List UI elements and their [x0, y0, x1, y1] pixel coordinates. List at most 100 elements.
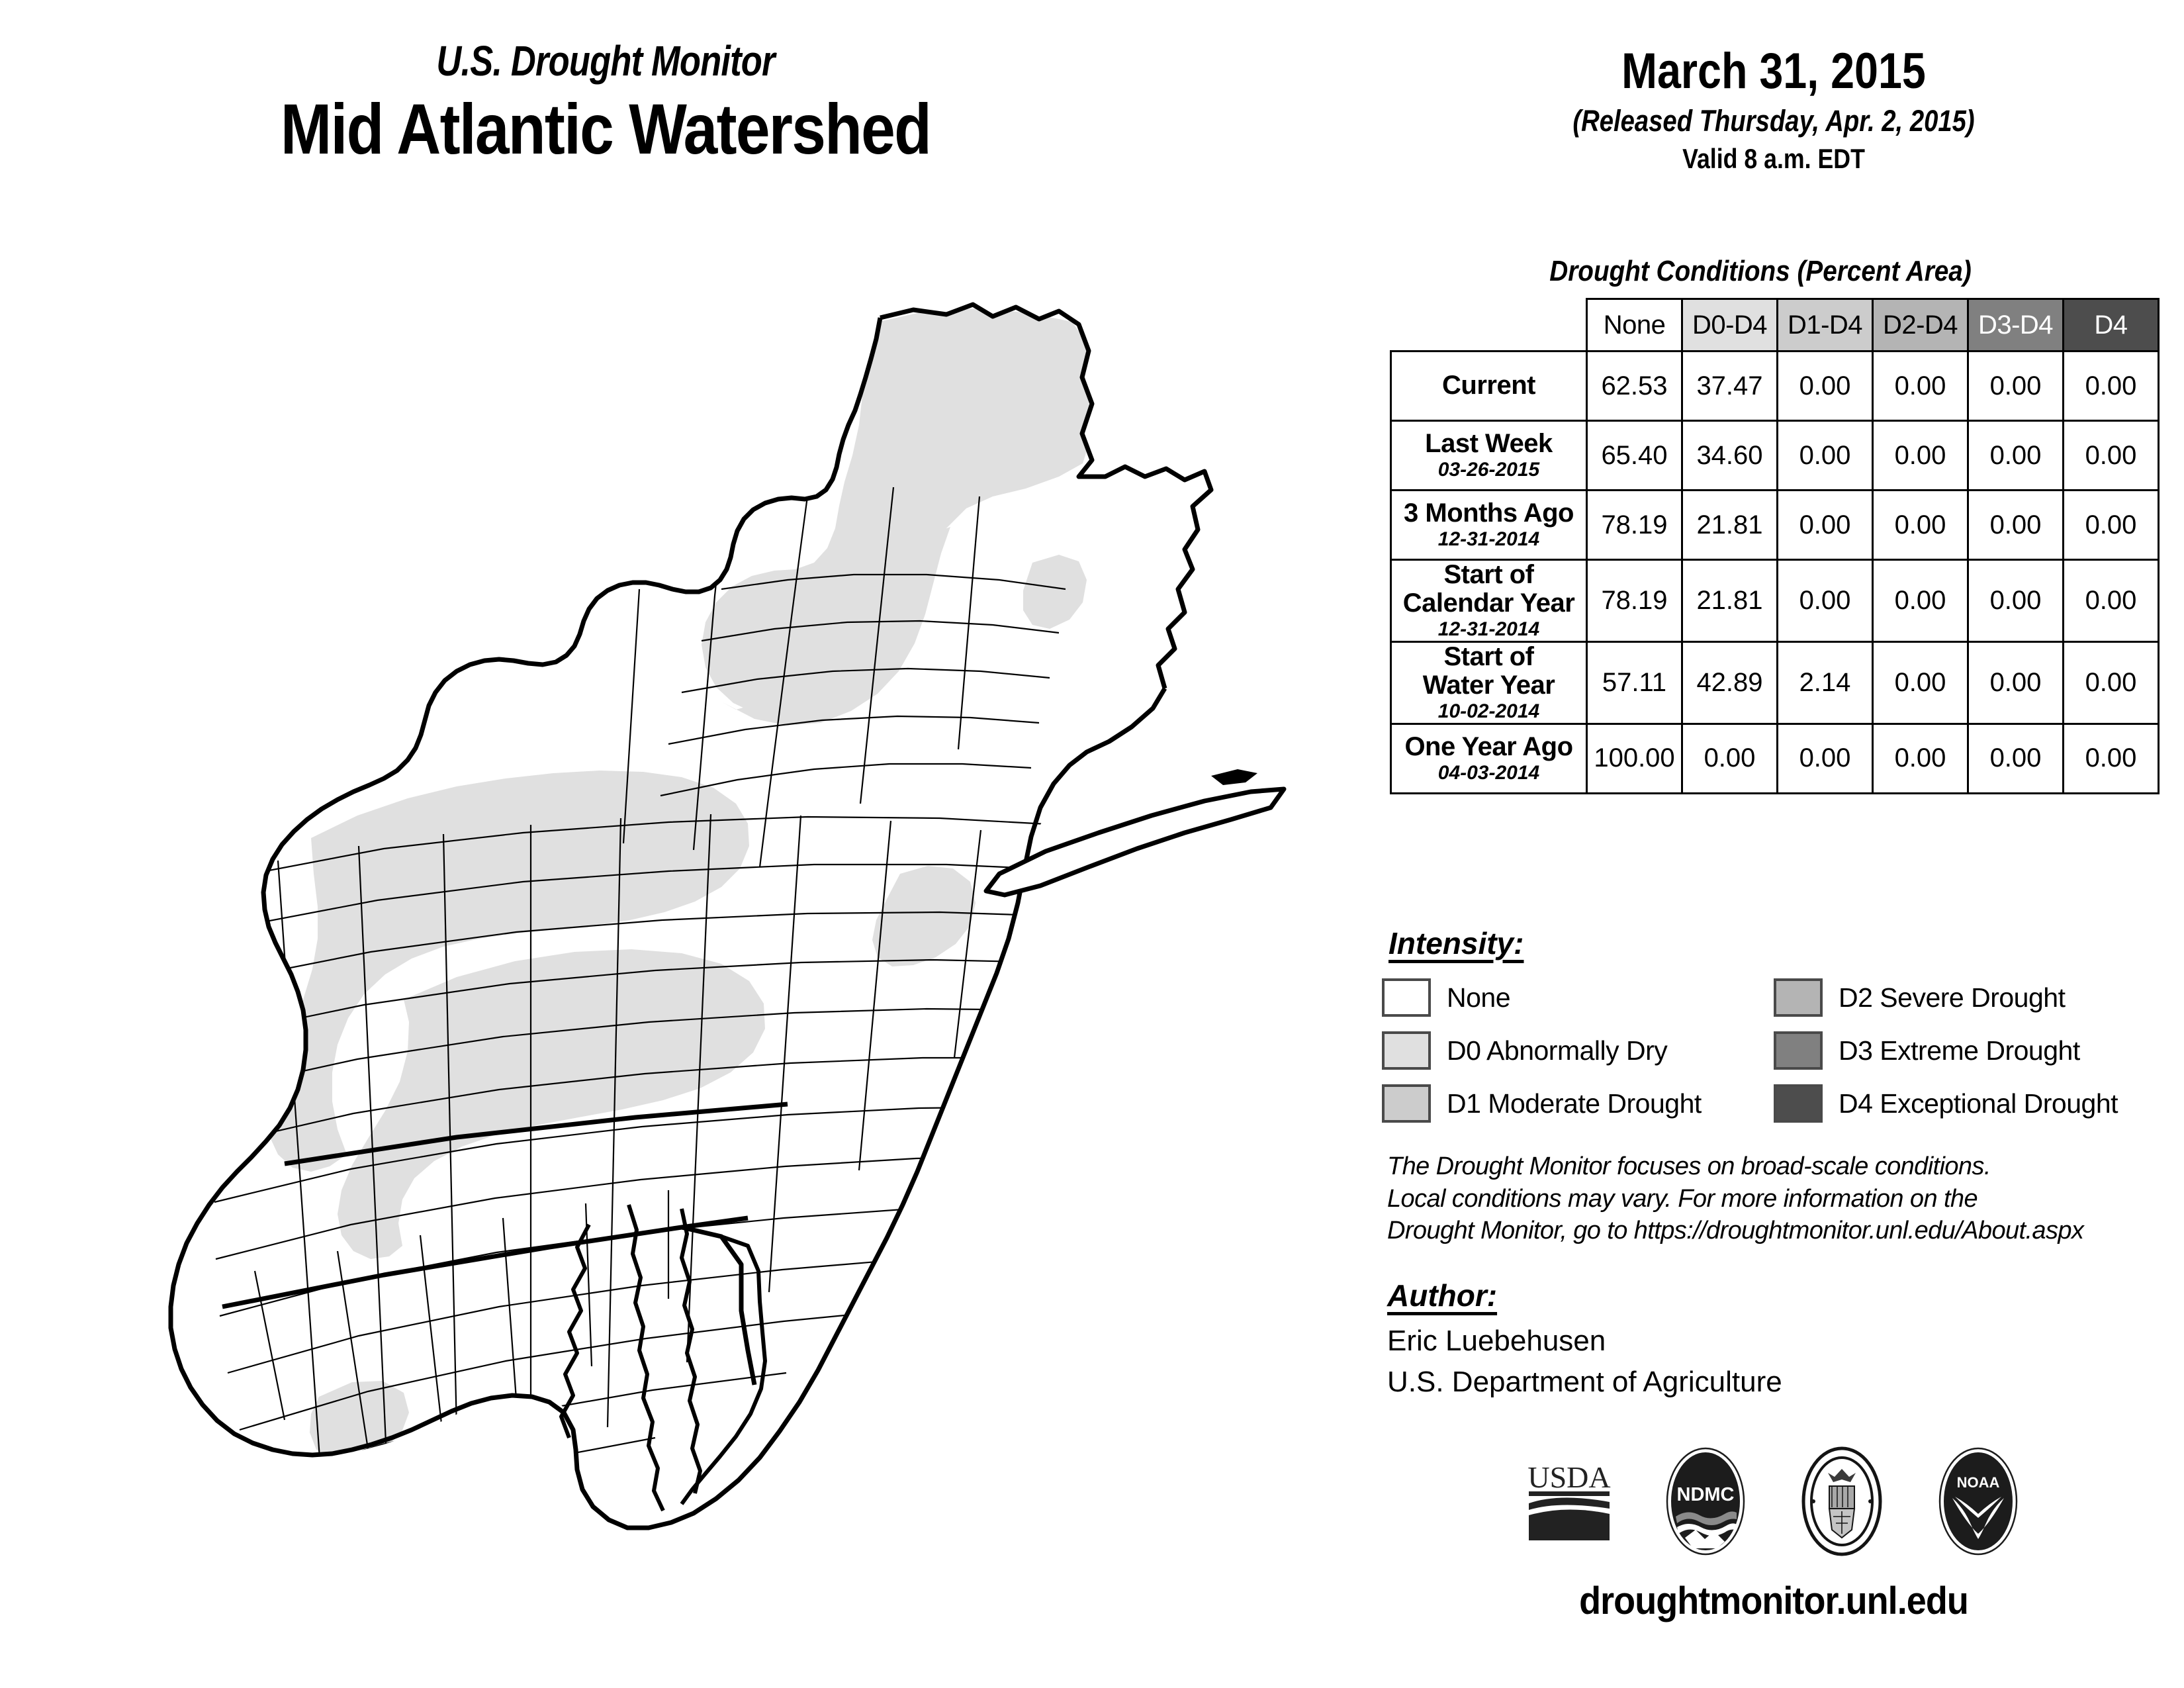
- drought-table-body: Current 62.53 37.47 0.00 0.00 0.00 0.00 Last We…: [1390, 350, 2160, 794]
- author-name: Eric Luebehusen: [1387, 1325, 1606, 1357]
- drought-map-svg: [168, 302, 1287, 1530]
- table-row: Last Week 03-26-2015 65.40 34.60 0.00 0.00 0.0…: [1390, 420, 2160, 491]
- legend-item: D4 Exceptional Drought: [1774, 1078, 2171, 1129]
- legend-column-right: D2 Severe Drought D3 Extreme Drought D4 Ex…: [1774, 972, 2171, 1131]
- legend-item: D0 Abnormally Dry: [1382, 1025, 1779, 1076]
- table-cell-d0-d4: 0.00: [1681, 722, 1778, 794]
- table-cell-d2-d4: 0.00: [1872, 722, 1969, 794]
- table-cell-d1-d4: 0.00: [1776, 420, 1874, 491]
- column-header-d4: D4: [2062, 298, 2160, 352]
- table-cell-d2-d4: 0.00: [1872, 350, 1969, 422]
- table-cell-d3-d4: 0.00: [1967, 489, 2064, 561]
- column-header-none: None: [1586, 298, 1683, 352]
- table-header-row: None D0-D4 D1-D4 D2-D4 D3-D4 D4: [1391, 298, 2160, 352]
- row-label-date: 03-26-2015: [1437, 459, 1540, 481]
- legend-label: D4 Exceptional Drought: [1839, 1088, 2118, 1119]
- table-cell-d0-d4: 34.60: [1681, 420, 1778, 491]
- drought-map: [86, 278, 1291, 1536]
- row-label-date: 04-03-2014: [1437, 761, 1540, 784]
- valid-time-text: Valid 8 a.m. EDT: [1682, 143, 1865, 174]
- table-row: Start of Water Year 10-02-2014 57.11 42.89 2.…: [1390, 640, 2160, 725]
- column-header-d0-d4: D0-D4: [1681, 298, 1778, 352]
- page-subtitle: U.S. Drought Monitor: [436, 37, 775, 85]
- table-cell-d0-d4: 21.81: [1681, 489, 1778, 561]
- doc-seal: [1792, 1445, 1891, 1561]
- table-cell-d0-d4: 42.89: [1681, 640, 1778, 725]
- row-label-cell: Last Week 03-26-2015: [1390, 420, 1588, 491]
- legend-label: D2 Severe Drought: [1839, 982, 2066, 1013]
- table-row: Current 62.53 37.47 0.00 0.00 0.00 0.00: [1390, 350, 2160, 422]
- legend-swatch-d4: [1774, 1084, 1823, 1123]
- table-cell-d2-d4: 0.00: [1872, 640, 1969, 725]
- legend-item: D2 Severe Drought: [1774, 972, 2171, 1023]
- table-cell-d4: 0.00: [2062, 420, 2160, 491]
- legend-label: D3 Extreme Drought: [1839, 1035, 2080, 1066]
- d0-drought-areas: [266, 308, 1093, 1459]
- info-panel: March 31, 2015 (Released Thursday, Apr. …: [1363, 0, 2184, 1688]
- legend-column-left: None D0 Abnormally Dry D1 Moderate Drought: [1382, 972, 1779, 1131]
- table-cell-d1-d4: 2.14: [1776, 640, 1874, 725]
- table-row: 3 Months Ago 12-31-2014 78.19 21.81 0.00 0.00…: [1390, 489, 2160, 561]
- author-org: U.S. Department of Agriculture: [1387, 1366, 1782, 1399]
- drought-conditions-table: None D0-D4 D1-D4 D2-D4 D3-D4 D4 Current 6…: [1390, 298, 2160, 794]
- table-row: Start of Calendar Year 12-31-2014 78.19 21.8…: [1390, 559, 2160, 643]
- row-label-cell: 3 Months Ago 12-31-2014: [1390, 489, 1588, 561]
- legend-label: D1 Moderate Drought: [1447, 1088, 1702, 1119]
- disclaimer-line-1: The Drought Monitor focuses on broad-sca…: [1387, 1152, 1991, 1180]
- row-label-date: 10-02-2014: [1437, 700, 1540, 723]
- legend-swatch-d3: [1774, 1031, 1823, 1070]
- page-title: Mid Atlantic Watershed: [280, 89, 932, 169]
- legend-item: D1 Moderate Drought: [1382, 1078, 1779, 1129]
- table-cell-d0-d4: 37.47: [1681, 350, 1778, 422]
- row-label-name: Last Week: [1425, 429, 1553, 459]
- table-cell-d1-d4: 0.00: [1776, 559, 1874, 643]
- table-cell-none: 62.53: [1586, 350, 1683, 422]
- table-cell-none: 57.11: [1586, 640, 1683, 725]
- usda-logo: USDA: [1520, 1452, 1619, 1554]
- table-corner-cell: [1391, 299, 1587, 352]
- legend-swatch-none: [1382, 978, 1431, 1017]
- table-caption: Drought Conditions (Percent Area): [1549, 255, 1972, 287]
- legend-label: D0 Abnormally Dry: [1447, 1035, 1668, 1066]
- column-header-d2-d4: D2-D4: [1872, 298, 1969, 352]
- legend-swatch-d2: [1774, 978, 1823, 1017]
- legend-swatch-d0: [1382, 1031, 1431, 1070]
- table-row: One Year Ago 04-03-2014 100.00 0.00 0.00 0.00…: [1390, 722, 2160, 794]
- disclaimer-line-2: Local conditions may vary. For more info…: [1387, 1184, 1978, 1213]
- table-cell-d3-d4: 0.00: [1967, 350, 2064, 422]
- svg-text:NDMC: NDMC: [1677, 1484, 1735, 1505]
- release-date-block: March 31, 2015 (Released Thursday, Apr. …: [1363, 46, 2184, 173]
- author-heading: Author:: [1387, 1278, 1498, 1313]
- legend-swatch-d1: [1382, 1084, 1431, 1123]
- disclaimer-line-3: Drought Monitor, go to https://droughtmo…: [1387, 1217, 2084, 1245]
- table-cell-d3-d4: 0.00: [1967, 722, 2064, 794]
- legend-item: D3 Extreme Drought: [1774, 1025, 2171, 1076]
- table-cell-d4: 0.00: [2062, 559, 2160, 643]
- table-cell-d3-d4: 0.00: [1967, 420, 2064, 491]
- map-panel: U.S. Drought Monitor Mid Atlantic Waters…: [86, 37, 1291, 1536]
- state-boundaries: [168, 302, 1214, 1530]
- table-cell-d4: 0.00: [2062, 350, 2160, 422]
- row-label-cell: Start of Calendar Year 12-31-2014: [1390, 559, 1588, 643]
- footer-url[interactable]: droughtmonitor.unl.edu: [1579, 1579, 1969, 1622]
- table-cell-d1-d4: 0.00: [1776, 722, 1874, 794]
- agency-logos: USDA NDMC: [1363, 1436, 2184, 1569]
- table-cell-d1-d4: 0.00: [1776, 489, 1874, 561]
- county-boundaries: [214, 487, 1066, 1523]
- column-header-d1-d4: D1-D4: [1776, 298, 1874, 352]
- table-cell-d2-d4: 0.00: [1872, 420, 1969, 491]
- chesapeake-bay: [559, 1204, 702, 1512]
- disclaimer-text: The Drought Monitor focuses on broad-sca…: [1387, 1150, 2168, 1247]
- table-cell-none: 100.00: [1586, 722, 1683, 794]
- row-label-name: One Year Ago: [1404, 731, 1573, 761]
- noaa-logo: NOAA: [1929, 1445, 2028, 1561]
- row-label-cell: One Year Ago 04-03-2014: [1390, 722, 1588, 794]
- row-label-name: Current: [1442, 371, 1535, 400]
- row-label-cell: Current: [1390, 350, 1588, 422]
- row-label-date: 12-31-2014: [1437, 528, 1540, 551]
- legend-item: None: [1382, 972, 1779, 1023]
- table-cell-d1-d4: 0.00: [1776, 350, 1874, 422]
- table-cell-d2-d4: 0.00: [1872, 489, 1969, 561]
- author-block: Eric Luebehusen U.S. Department of Agric…: [1387, 1321, 1782, 1403]
- row-label-cell: Start of Water Year 10-02-2014: [1390, 640, 1588, 725]
